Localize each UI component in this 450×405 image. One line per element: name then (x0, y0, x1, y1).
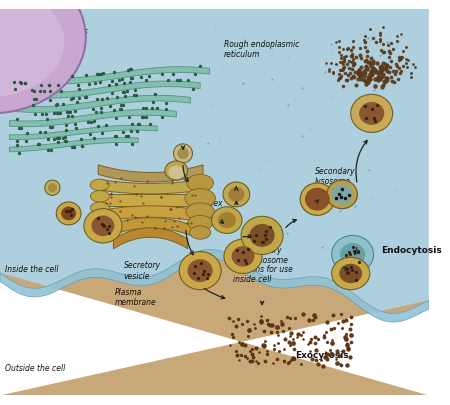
Ellipse shape (224, 240, 262, 274)
Ellipse shape (91, 216, 114, 237)
Ellipse shape (241, 217, 283, 255)
Ellipse shape (228, 188, 244, 202)
Polygon shape (105, 206, 196, 222)
Text: Rough endoplasmic
reticulum: Rough endoplasmic reticulum (224, 40, 299, 59)
Ellipse shape (340, 243, 365, 266)
Ellipse shape (332, 258, 370, 290)
Ellipse shape (61, 207, 76, 221)
Ellipse shape (84, 209, 122, 243)
Text: Secretory
vesicle: Secretory vesicle (124, 260, 161, 280)
Ellipse shape (339, 264, 362, 284)
Ellipse shape (0, 0, 86, 114)
Ellipse shape (359, 103, 384, 126)
Ellipse shape (90, 191, 109, 202)
Ellipse shape (212, 207, 242, 234)
Text: Outside the cell: Outside the cell (5, 363, 65, 372)
Ellipse shape (94, 212, 112, 224)
Text: Exocytosis: Exocytosis (296, 350, 349, 359)
Polygon shape (103, 195, 198, 206)
Polygon shape (0, 9, 429, 314)
Text: Secondary
lysosome: Secondary lysosome (315, 166, 355, 186)
Polygon shape (98, 165, 203, 183)
Text: Primary
lysosome: Primary lysosome (252, 245, 288, 264)
Polygon shape (0, 250, 429, 396)
Ellipse shape (185, 189, 216, 208)
Ellipse shape (0, 0, 64, 98)
Text: Nucleus: Nucleus (52, 27, 88, 36)
Ellipse shape (332, 236, 373, 274)
Ellipse shape (186, 203, 215, 221)
Ellipse shape (305, 188, 330, 211)
Ellipse shape (218, 213, 236, 228)
Ellipse shape (45, 181, 60, 196)
Text: Golgi
complex: Golgi complex (191, 188, 223, 208)
Text: Proteins for use
inside cell: Proteins for use inside cell (234, 264, 293, 284)
Text: Endocytosis: Endocytosis (381, 245, 442, 254)
Ellipse shape (188, 260, 213, 282)
Polygon shape (9, 82, 200, 99)
Ellipse shape (327, 181, 357, 209)
Ellipse shape (232, 246, 254, 267)
Polygon shape (9, 68, 210, 85)
Ellipse shape (90, 180, 109, 191)
Polygon shape (9, 139, 138, 153)
Text: Nucleus
envelope: Nucleus envelope (2, 66, 34, 79)
Ellipse shape (90, 202, 109, 214)
Ellipse shape (168, 166, 184, 180)
Polygon shape (0, 250, 429, 322)
Ellipse shape (189, 226, 211, 240)
Polygon shape (9, 126, 157, 140)
Polygon shape (9, 110, 176, 128)
Ellipse shape (351, 95, 393, 133)
Ellipse shape (177, 148, 189, 160)
Text: Plasma
membrane: Plasma membrane (114, 287, 156, 307)
Polygon shape (9, 96, 191, 113)
Polygon shape (113, 228, 188, 249)
Ellipse shape (300, 183, 334, 216)
Ellipse shape (188, 216, 212, 231)
Ellipse shape (223, 183, 250, 207)
Ellipse shape (165, 162, 188, 181)
Ellipse shape (173, 145, 193, 164)
Ellipse shape (179, 252, 221, 290)
Ellipse shape (48, 184, 57, 193)
Ellipse shape (187, 175, 213, 192)
Ellipse shape (332, 185, 353, 205)
Ellipse shape (249, 224, 274, 247)
Polygon shape (100, 180, 201, 194)
Text: Inside the cell: Inside the cell (5, 264, 58, 273)
Ellipse shape (90, 222, 108, 233)
Ellipse shape (56, 202, 81, 225)
Polygon shape (108, 218, 193, 236)
